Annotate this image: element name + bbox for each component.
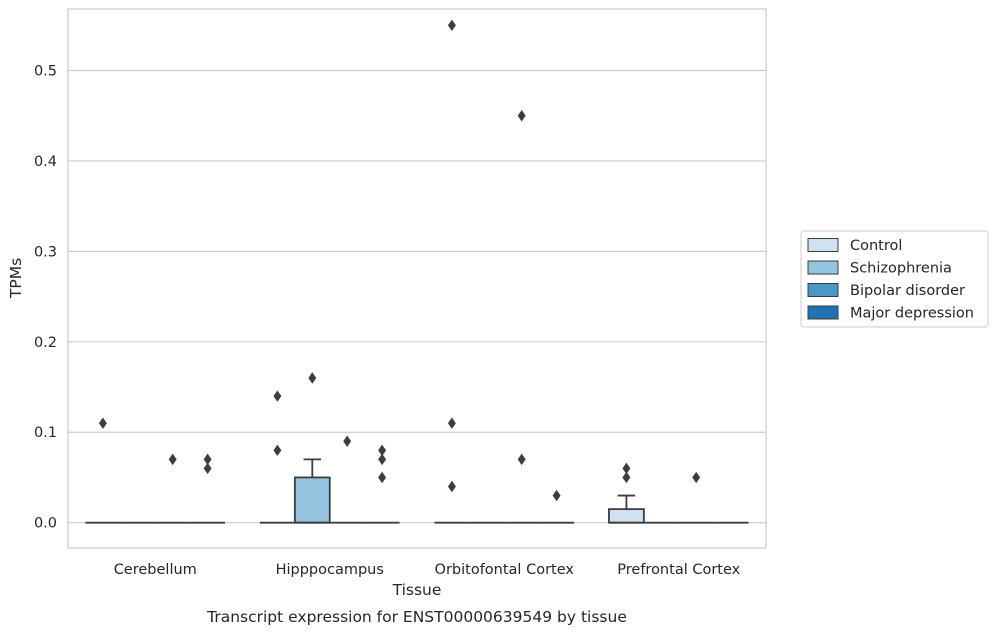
x-tick-label: Orbitofontal Cortex <box>435 562 575 578</box>
plot-frame <box>67 8 767 549</box>
outlier-point <box>308 372 317 384</box>
outlier-point <box>378 471 387 484</box>
outlier-point <box>168 453 177 466</box>
y-tick-label: 0.0 <box>34 516 57 532</box>
y-tick-label: 0.3 <box>34 244 57 260</box>
outlier-point <box>98 417 107 429</box>
outlier-point <box>378 453 387 466</box>
box-series <box>85 458 749 524</box>
y-axis-label: TPMs <box>7 258 25 299</box>
box-body <box>293 476 331 524</box>
box-body <box>608 508 645 524</box>
legend-label: Bipolar disorder <box>850 283 965 299</box>
y-tick-label: 0.4 <box>34 154 57 170</box>
box-1-1 <box>293 458 331 524</box>
legend-swatch <box>807 238 839 252</box>
outlier-point <box>343 435 352 448</box>
outlier-point <box>622 471 631 484</box>
legend-swatch <box>807 305 839 320</box>
legend-label: Control <box>850 238 902 254</box>
x-tick-label: Prefrontal Cortex <box>617 562 740 578</box>
y-tick-label: 0.1 <box>34 425 57 441</box>
y-tick-label: 0.5 <box>34 63 57 79</box>
outlier-point <box>273 444 282 457</box>
outlier-point <box>692 471 701 484</box>
y-tick-labels: 0.0 0.1 0.2 0.3 0.4 0.5 <box>34 63 57 531</box>
outlier-point <box>517 453 526 466</box>
x-tick-label: Cerebellum <box>114 562 197 578</box>
box-3-0 <box>608 494 645 524</box>
legend-frame <box>800 230 989 328</box>
outlier-points <box>98 19 701 502</box>
outlier-point <box>447 19 456 32</box>
y-tick-label: 0.2 <box>34 335 57 351</box>
legend-swatch <box>807 283 839 297</box>
legend-swatch <box>807 260 839 275</box>
outlier-point <box>203 462 212 475</box>
x-axis-label: Tissue <box>392 581 442 599</box>
x-tick-label: Hipppocampus <box>276 562 384 578</box>
plot-background <box>68 9 766 548</box>
outlier-point <box>517 109 526 122</box>
x-tick-labels: Cerebellum Hipppocampus Orbitofontal Corte… <box>114 562 741 578</box>
legend: Control Schizophrenia Bipolar disorder Majo… <box>800 230 989 328</box>
legend-label: Major depression <box>850 306 974 322</box>
outlier-point <box>447 480 456 493</box>
legend-label: Schizophrenia <box>850 261 952 277</box>
outlier-point <box>552 489 561 502</box>
figure-caption: Transcript expression for ENST0000063954… <box>206 608 627 626</box>
outlier-point <box>447 417 456 429</box>
outlier-point <box>273 390 282 402</box>
